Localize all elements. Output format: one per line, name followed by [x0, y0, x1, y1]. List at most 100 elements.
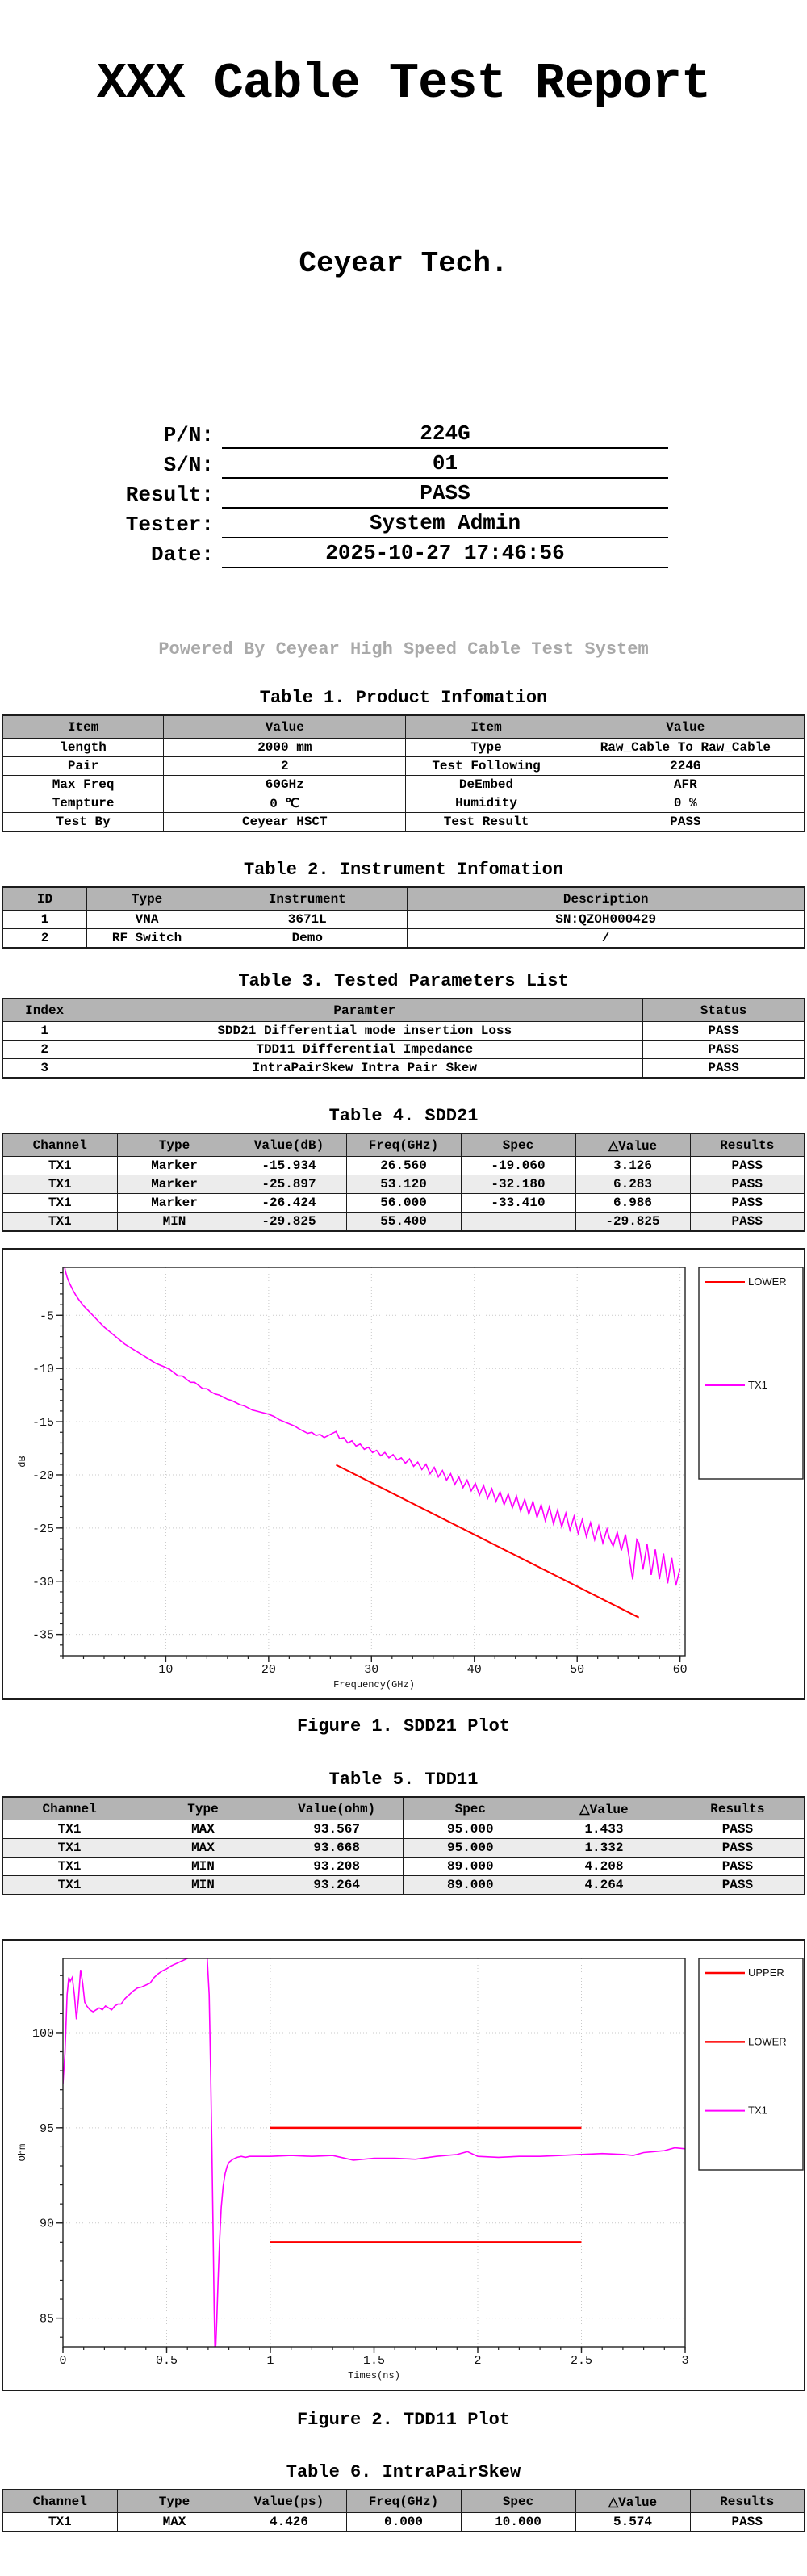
table-cell: AFR	[566, 775, 805, 795]
page-title: XXX Cable Test Report	[96, 55, 711, 112]
table-header-cell: Spec	[460, 2489, 576, 2514]
legend-box	[698, 1958, 804, 2171]
table-header-cell: Instrument	[207, 886, 408, 911]
form-field-value: 224G	[222, 420, 668, 450]
plot-border	[62, 1267, 686, 1657]
table-cell: 2	[163, 756, 407, 777]
table-header-cell: ID	[2, 886, 87, 911]
table-row: 2 TDD11 Differential Impedance PASS	[2, 1040, 805, 1060]
table-cell: TX1	[2, 1156, 118, 1176]
table-cell: 56.000	[345, 1193, 462, 1213]
table-header-cell: △Value	[575, 1133, 691, 1158]
company-subtitle: Ceyear Tech.	[299, 247, 508, 281]
legend-label-UPPER: UPPER	[748, 1967, 784, 1979]
table-cell: RF Switch	[86, 928, 208, 949]
y-tick-label: 95	[40, 2122, 54, 2136]
table-cell: 2	[2, 928, 87, 949]
sdd21-results-table: Channel Type Value(dB) Freq(GHz) Spec △Value R…	[2, 1133, 805, 1233]
x-tick-label: 60	[673, 1663, 688, 1677]
table-cell: PASS	[642, 1040, 805, 1060]
table-cell: MAX	[116, 2512, 232, 2532]
table-cell: -32.180	[460, 1175, 576, 1195]
plot-border	[62, 1958, 686, 2348]
table-cell: MAX	[136, 1838, 270, 1858]
table-header-row: ID Type Instrument Description	[2, 886, 805, 911]
table-cell: Humidity	[405, 794, 567, 814]
table-header-cell: Description	[407, 886, 805, 911]
table-row: 1 SDD21 Differential mode insertion Loss P…	[2, 1021, 805, 1041]
table-row: TX1 Marker -15.934 26.560 -19.060 3.126 PASS	[2, 1156, 805, 1176]
x-tick-label: 40	[467, 1663, 482, 1677]
x-tick-label: 1	[266, 2354, 274, 2368]
table-cell: Test Result	[405, 812, 567, 832]
legend-label-LOWER: LOWER	[748, 2036, 787, 2048]
table-cell: PASS	[689, 1156, 805, 1176]
table-header-row: Item Value Item Value	[2, 714, 805, 739]
table-cell: TX1	[2, 1193, 118, 1213]
form-field-label: P/N:	[163, 423, 214, 448]
series-TX1	[64, 1267, 681, 1586]
form-field-label: Date:	[150, 542, 214, 568]
table-row: TX1 Marker -25.897 53.120 -32.180 6.283 PASS	[2, 1175, 805, 1195]
table-header-row: Index Paramter Status	[2, 998, 805, 1023]
table-cell: Demo	[207, 928, 408, 949]
table-cell: Marker	[116, 1175, 232, 1195]
table-header-row: Channel Type Value(dB) Freq(GHz) Spec △Value R…	[2, 1133, 805, 1158]
figure-panel-sdd21: 10 20 30 40 50 60 -35 -30 -25 -20 -15 -10 -5 Frequenc…	[2, 1248, 805, 1701]
table-cell: 93.567	[269, 1820, 404, 1840]
table-header-cell: Channel	[2, 1796, 137, 1821]
table-cell: 0 %	[566, 794, 805, 814]
table-cell: 93.668	[269, 1838, 404, 1858]
table-header-cell: Value(dB)	[231, 1133, 347, 1158]
table-row: Pair 2 Test Following 224G	[2, 756, 805, 777]
table-cell: TX1	[2, 1212, 118, 1232]
watermark-text: Powered By Ceyear High Speed Cable Test …	[158, 639, 649, 660]
form-field-value: System Admin	[222, 509, 668, 539]
table-cell: PASS	[670, 1875, 805, 1895]
x-tick-label: 50	[570, 1663, 584, 1677]
form-field-row: Tester: System Admin	[0, 509, 668, 539]
legend-label-LOWER: LOWER	[748, 1275, 787, 1288]
series-LOWER	[336, 1464, 640, 1619]
table-cell: Raw_Cable To Raw_Cable	[566, 738, 805, 758]
table-row: TX1 MIN 93.208 89.000 4.208 PASS	[2, 1857, 805, 1877]
sdd21-chart: 10 20 30 40 50 60 -35 -30 -25 -20 -15 -10 -5 Frequenc…	[17, 1267, 804, 1690]
table-cell: 10.000	[460, 2512, 576, 2532]
table-cell: 60GHz	[163, 775, 407, 795]
table-cell: 0 ℃	[163, 794, 407, 814]
table-row: TX1 MIN -29.825 55.400 -29.825 PASS	[2, 1212, 805, 1232]
table-cell: TX1	[2, 1838, 137, 1858]
form-field-value: 01	[222, 450, 668, 480]
table-cell: -15.934	[231, 1156, 347, 1176]
x-tick-label: 1.5	[363, 2354, 385, 2368]
table-header-cell: Status	[642, 998, 805, 1023]
table-header-cell: Type	[136, 1796, 270, 1821]
table-header-cell: Index	[2, 998, 87, 1023]
table-cell: TX1	[2, 1820, 137, 1840]
table-header-cell: Spec	[403, 1796, 538, 1821]
table-cell: MAX	[136, 1820, 270, 1840]
table-header-cell: Value(ohm)	[269, 1796, 404, 1821]
y-tick-label: -35	[32, 1629, 54, 1643]
table-cell: VNA	[86, 910, 208, 930]
table-cell: length	[2, 738, 165, 758]
table-header-cell: Type	[86, 886, 208, 911]
tested-parameters-table: Index Paramter Status 1 SDD21 Differential m…	[2, 998, 805, 1079]
form-field-label: Tester:	[125, 513, 214, 538]
table-header-cell: Channel	[2, 1133, 118, 1158]
table-row: 3 IntraPairSkew Intra Pair Skew PASS	[2, 1058, 805, 1079]
table-cell: PASS	[642, 1058, 805, 1079]
x-tick-label: 10	[158, 1663, 173, 1677]
table-row: Test By Ceyear HSCT Test Result PASS	[2, 812, 805, 832]
table-cell: 2	[2, 1040, 87, 1060]
table-header-cell: Results	[689, 1133, 805, 1158]
table-caption: Table 2. Instrument Infomation	[243, 860, 564, 881]
form-field-label: Result:	[125, 483, 214, 508]
table-cell: 0.000	[345, 2512, 462, 2532]
table-cell: Type	[405, 738, 567, 758]
report-info-form: P/N: 224G S/N: 01 Result: PASS Tester: System A…	[0, 419, 668, 569]
table-cell: PASS	[689, 1175, 805, 1195]
table-cell: 224G	[566, 756, 805, 777]
table-cell: 1	[2, 910, 87, 930]
table-cell: PASS	[689, 1212, 805, 1232]
